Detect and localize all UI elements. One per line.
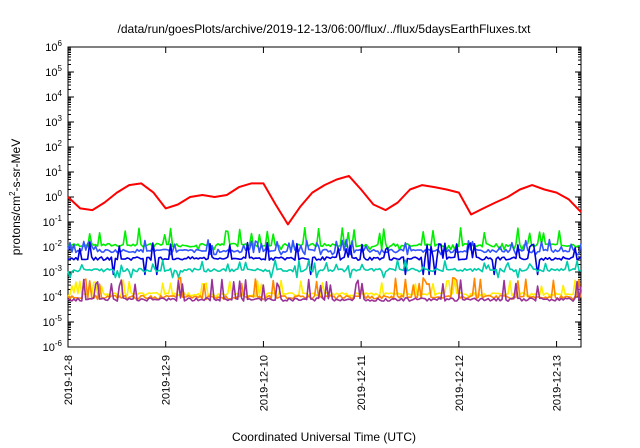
series-line-4 — [67, 259, 582, 279]
plot-frame — [67, 46, 582, 348]
y-tick-label: 10-2 — [43, 239, 63, 254]
x-tick-label: 2019-12-13 — [552, 355, 564, 411]
y-tick-label: 100 — [45, 189, 62, 204]
x-tick-label: 2019-12-12 — [454, 355, 466, 411]
y-tick-label: 105 — [45, 64, 62, 79]
x-tick-label: 2019-12-11 — [356, 355, 368, 410]
y-tick-label: 10-1 — [43, 214, 63, 229]
x-axis-title: Coordinated Universal Time (UTC) — [232, 430, 416, 444]
y-tick-label: 103 — [45, 114, 62, 129]
series-line-0 — [67, 174, 582, 226]
series-line-7 — [67, 278, 582, 302]
chart-title: /data/run/goesPlots/archive/2019-12-13/0… — [118, 22, 532, 36]
y-tick-label: 10-5 — [43, 314, 63, 329]
y-tick-label: 10-4 — [43, 289, 63, 304]
series-line-1 — [67, 227, 582, 251]
y-tick-label: 101 — [45, 164, 62, 179]
y-tick-label: 106 — [45, 39, 62, 54]
y-axis-title-rest: -s-sr-MeV — [9, 139, 23, 192]
y-axis-title: protons/cm2-s-sr-MeV — [8, 139, 23, 255]
y-tick-label: 10-6 — [43, 339, 63, 354]
y-tick-label: 104 — [45, 89, 62, 104]
x-tick-label: 2019-12-10 — [258, 355, 270, 411]
y-tick-label: 10-3 — [43, 264, 63, 279]
x-tick-label: 2019-12-8 — [63, 355, 75, 405]
series-line-3 — [67, 241, 582, 276]
y-tick-label: 102 — [45, 139, 62, 154]
y-axis-title-base: protons/cm — [9, 196, 23, 255]
y-axis-title-sup: 2 — [8, 191, 17, 196]
data-series — [67, 174, 582, 302]
x-axis: 2019-12-8 2019-12-9 2019-12-10 2019-12-11 20… — [63, 47, 564, 411]
x-tick-label: 2019-12-9 — [161, 355, 173, 405]
y-axis: 10-6 10-5 10-4 10-3 10-2 10-1 100 101 102 103 104 1… — [43, 39, 581, 354]
